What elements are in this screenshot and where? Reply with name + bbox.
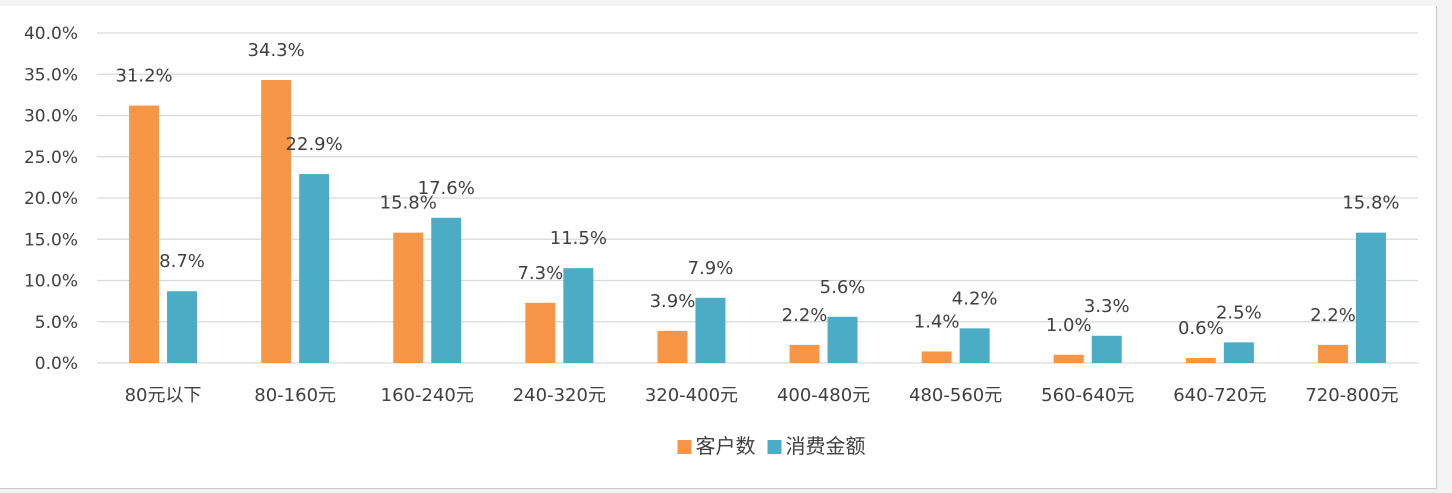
data-label-customers: 7.3% [517, 263, 563, 284]
data-label-spend: 3.3% [1084, 296, 1130, 317]
bar-spend[interactable] [299, 174, 330, 363]
bar-customers[interactable] [261, 80, 292, 364]
y-tick-label: 20.0% [24, 189, 78, 209]
bar-customers[interactable] [525, 302, 556, 363]
y-tick-label: 35.0% [24, 65, 78, 85]
x-category-label: 80元以下 [125, 385, 202, 406]
x-category-label: 400-480元 [777, 385, 870, 406]
x-category-label: 560-640元 [1041, 385, 1134, 406]
data-label-spend: 15.8% [1342, 193, 1399, 214]
bar-spend[interactable] [695, 297, 726, 363]
bar-chart: 0.0% 5.0% 10.0% 15.0% 20.0% 25.0% 30.0% 35.0% 40… [24, 24, 1418, 458]
data-label-spend: 17.6% [418, 178, 475, 199]
legend-swatch-spend [767, 440, 782, 454]
data-labels: 31.2%8.7%34.3%22.9%15.8%17.6%7.3%11.5%3.… [115, 40, 1399, 339]
bar-spend[interactable] [167, 291, 198, 363]
data-label-spend: 5.6% [820, 277, 866, 298]
y-tick-label: 25.0% [24, 148, 78, 168]
x-category-label: 480-560元 [909, 385, 1002, 406]
bar-customers[interactable] [393, 232, 424, 363]
x-category-label: 640-720元 [1173, 385, 1266, 406]
data-label-spend: 8.7% [159, 251, 205, 272]
bar-customers[interactable] [1053, 354, 1084, 363]
bar-customers[interactable] [657, 330, 688, 363]
data-label-customers: 1.0% [1046, 315, 1092, 336]
x-category-label: 160-240元 [381, 385, 474, 406]
data-label-customers: 2.2% [1310, 305, 1356, 326]
data-label-spend: 4.2% [952, 288, 998, 309]
data-label-customers: 2.2% [782, 305, 828, 326]
y-axis-ticks: 0.0% 5.0% 10.0% 15.0% 20.0% 25.0% 30.0% 35.0% 40… [24, 24, 78, 374]
data-label-customers: 3.9% [650, 291, 696, 312]
data-label-spend: 11.5% [550, 228, 607, 249]
bar-spend[interactable] [1091, 335, 1122, 363]
y-tick-label: 30.0% [24, 107, 78, 127]
x-category-label: 240-320元 [513, 385, 606, 406]
legend-label-customers: 客户数 [696, 434, 756, 458]
data-label-spend: 7.9% [688, 258, 734, 279]
bar-spend[interactable] [563, 268, 594, 363]
data-label-spend: 22.9% [286, 134, 343, 155]
bar-spend[interactable] [1223, 342, 1254, 363]
bar-spend[interactable] [431, 217, 462, 363]
bar-customers[interactable] [921, 351, 952, 363]
bar-customers[interactable] [129, 105, 160, 363]
data-label-customers: 31.2% [115, 66, 172, 87]
data-label-customers: 15.8% [380, 193, 437, 214]
sheet-right-strip [1437, 6, 1452, 493]
data-label-customers: 0.6% [1178, 318, 1224, 339]
bar-spend[interactable] [827, 316, 858, 363]
legend[interactable]: 客户数 消费金额 [677, 434, 866, 458]
y-tick-label: 15.0% [24, 230, 78, 250]
bar-spend[interactable] [1355, 232, 1386, 363]
y-tick-label: 40.0% [24, 24, 78, 44]
legend-swatch-customers [677, 440, 692, 454]
bar-customers[interactable] [1317, 344, 1348, 363]
sheet-bottom-strip [0, 488, 1452, 493]
y-tick-label: 0.0% [35, 354, 78, 374]
data-label-customers: 34.3% [248, 40, 305, 61]
x-category-label: 720-800元 [1305, 385, 1398, 406]
legend-label-spend: 消费金额 [786, 434, 866, 458]
bar-customers[interactable] [1185, 358, 1216, 363]
x-category-label: 320-400元 [645, 385, 738, 406]
chart-frame[interactable]: 0.0% 5.0% 10.0% 15.0% 20.0% 25.0% 30.0% 35.0% 40… [0, 6, 1437, 489]
x-category-label: 80-160元 [254, 385, 336, 406]
bar-spend[interactable] [959, 328, 990, 363]
data-label-customers: 1.4% [914, 311, 960, 332]
bar-customers[interactable] [789, 344, 820, 363]
y-tick-label: 5.0% [35, 313, 78, 333]
data-label-spend: 2.5% [1216, 302, 1262, 323]
bars [129, 80, 1386, 364]
y-tick-label: 10.0% [24, 272, 78, 292]
x-axis-categories: 80元以下 80-160元 160-240元 240-320元 320-400元 400-… [125, 385, 1399, 406]
